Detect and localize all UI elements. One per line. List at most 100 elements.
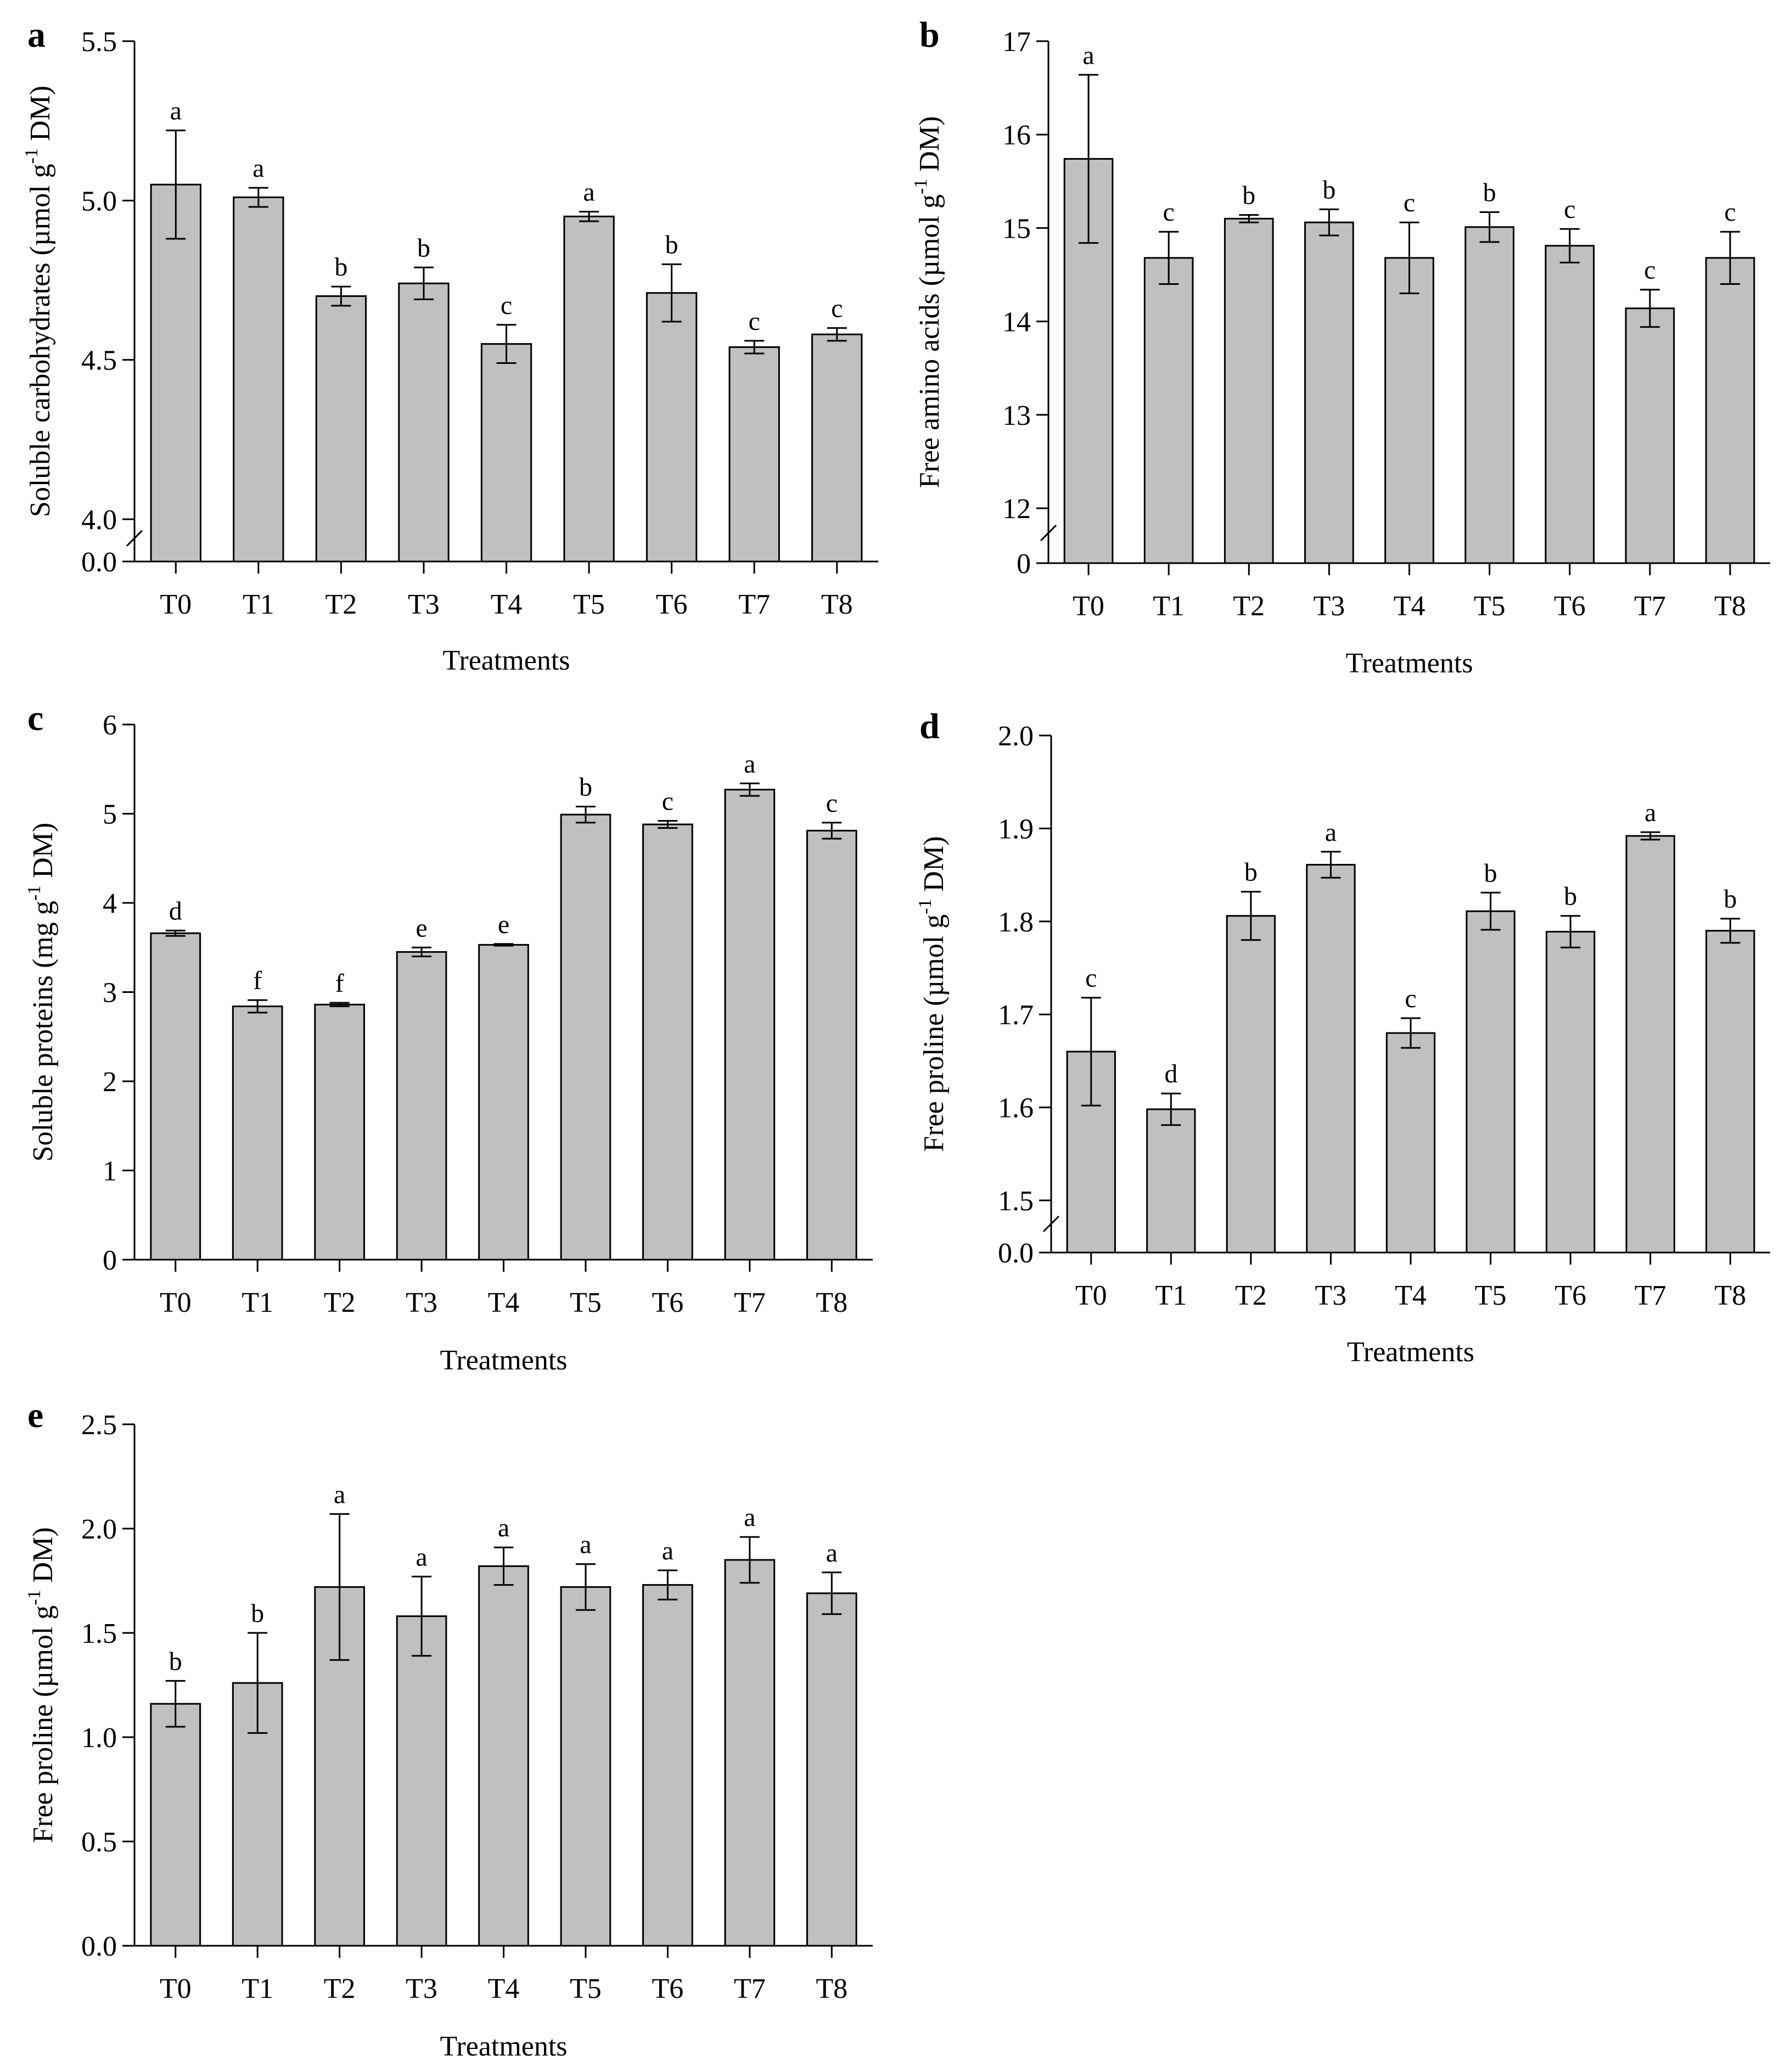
significance-letter: a — [170, 97, 182, 126]
y-tick-label: 3 — [103, 978, 117, 1009]
y-tick-label: 2.0 — [81, 1514, 117, 1545]
y-tick-label: 0 — [1017, 548, 1031, 580]
y-tick-label: 1.8 — [998, 907, 1034, 938]
bar-t7 — [1625, 835, 1675, 1254]
bar-t5 — [560, 813, 611, 1261]
x-axis-title: Treatments — [1345, 648, 1473, 679]
y-tick-label: 17 — [1002, 26, 1031, 58]
panel-letter: b — [919, 15, 940, 55]
significance-letter: c — [1644, 256, 1655, 285]
significance-letter: c — [1404, 188, 1415, 217]
y-axis-title-text: Free proline (µmol g — [918, 914, 950, 1152]
x-tick-label: T8 — [1714, 591, 1746, 622]
bar-t1 — [1146, 1108, 1196, 1254]
y-tick-label: 1.5 — [81, 1618, 117, 1649]
significance-letter: b — [334, 252, 347, 282]
significance-letter: a — [662, 1536, 674, 1565]
significance-letter: a — [744, 1503, 755, 1532]
y-tick-label: 2 — [103, 1066, 117, 1098]
y-axis-title-superscript: -1 — [911, 179, 931, 194]
bar-t1 — [1143, 257, 1194, 564]
x-tick-label: T0 — [160, 1287, 192, 1318]
x-tick-label: T8 — [816, 1287, 848, 1318]
y-tick-label: 4.5 — [81, 345, 117, 377]
bar-t6 — [1545, 245, 1595, 564]
bar-t6 — [1545, 930, 1596, 1254]
y-axis-title: Free proline (µmol g-1 DM) — [915, 836, 950, 1152]
x-tick-label: T5 — [570, 1973, 602, 2004]
bar-t7 — [724, 789, 776, 1261]
y-tick-label: 4.0 — [81, 504, 117, 536]
significance-letter: b — [1244, 858, 1258, 887]
significance-letter: a — [583, 178, 594, 207]
x-tick-label: T0 — [1073, 591, 1104, 622]
y-tick-label: 12 — [1002, 493, 1031, 525]
bar-t4 — [478, 944, 529, 1261]
bar-t8 — [806, 829, 857, 1261]
significance-letter: b — [1322, 175, 1335, 204]
y-axis-title-superscript: -1 — [915, 899, 935, 914]
significance-letter: d — [169, 896, 182, 925]
chart-panel-d: 1.5 1.6 1.7 1.8 1.9 2.0 0.0 c T0 d T1 b T2 a T3 c T4 b T5 b… — [915, 706, 1770, 1368]
significance-letter: b — [579, 773, 592, 802]
bar-t5 — [1464, 226, 1514, 564]
x-tick-label: T1 — [243, 589, 274, 620]
bar-t3 — [1306, 863, 1356, 1254]
x-tick-label: T5 — [1475, 1280, 1507, 1311]
y-tick-label: 15 — [1002, 213, 1031, 244]
bar-t0 — [1063, 158, 1114, 564]
x-tick-label: T5 — [570, 1287, 602, 1318]
y-tick-label: 1 — [103, 1156, 117, 1187]
x-tick-label: T3 — [408, 589, 440, 620]
x-tick-label: T3 — [1315, 1280, 1347, 1311]
significance-letter: b — [1484, 858, 1497, 888]
y-tick-label: 1.5 — [998, 1186, 1034, 1217]
y-axis-title-text: DM) — [914, 116, 945, 179]
significance-letter: c — [662, 787, 674, 816]
significance-letter: b — [1564, 882, 1577, 911]
bar-t0 — [150, 932, 201, 1261]
bar-t3 — [398, 282, 450, 563]
significance-letter: c — [1163, 198, 1175, 227]
significance-letter: b — [169, 1647, 182, 1676]
significance-letter: a — [252, 154, 264, 183]
y-tick-label: 5.0 — [81, 186, 117, 217]
y-tick-label: 14 — [1002, 307, 1031, 338]
x-tick-label: T5 — [1474, 591, 1506, 622]
bar-t2 — [1226, 915, 1276, 1254]
significance-letter: a — [580, 1530, 591, 1559]
y-tick-label: 0.0 — [81, 1931, 117, 1962]
bar-t5 — [560, 1586, 611, 1947]
significance-letter: e — [498, 910, 509, 939]
significance-letter: a — [416, 1542, 427, 1571]
x-tick-label: T3 — [406, 1287, 437, 1318]
x-axis-title: Treatments — [1347, 1337, 1474, 1368]
bar-t6 — [642, 1584, 693, 1947]
y-axis-title-superscript: -1 — [21, 148, 42, 164]
significance-letter: c — [501, 291, 512, 320]
significance-letter: b — [417, 233, 430, 262]
x-tick-label: T6 — [656, 589, 688, 620]
x-tick-label: T1 — [1153, 591, 1185, 622]
significance-letter: a — [1082, 41, 1094, 70]
x-tick-label: T8 — [821, 589, 853, 620]
y-tick-label: 1.9 — [998, 813, 1034, 845]
x-axis-title: Treatments — [440, 1345, 567, 1376]
x-tick-label: T2 — [1233, 591, 1265, 622]
x-tick-label: T5 — [573, 589, 605, 620]
x-tick-label: T1 — [1155, 1280, 1187, 1311]
y-axis-title: Free proline (µmol g-1 DM) — [24, 1527, 59, 1843]
significance-letter: a — [334, 1480, 345, 1509]
chart-panel-a: 4.0 4.5 5.0 5.5 0.0 a T0 a T1 b T2 b T3 c T4 a T5 b T6 c T7 c… — [21, 15, 878, 676]
x-tick-label: T6 — [1554, 591, 1586, 622]
bar-t8 — [1705, 257, 1755, 564]
x-tick-label: T7 — [1634, 591, 1666, 622]
chart-panel-c: 0 1 2 3 4 5 6 d T0 f T1 f T2 e T3 e T4 b T5 c T6 a T7 c T8 Treatm… — [24, 698, 873, 1376]
x-tick-label: T2 — [326, 589, 357, 620]
x-tick-label: T4 — [488, 1973, 520, 2004]
y-axis-title: Free amino acids (µmol g-1 DM) — [911, 116, 945, 488]
x-tick-label: T2 — [324, 1287, 356, 1318]
y-axis-title-text: Soluble proteins (mg g — [27, 901, 59, 1161]
x-tick-label: T4 — [488, 1287, 520, 1318]
bar-t1 — [233, 196, 284, 563]
